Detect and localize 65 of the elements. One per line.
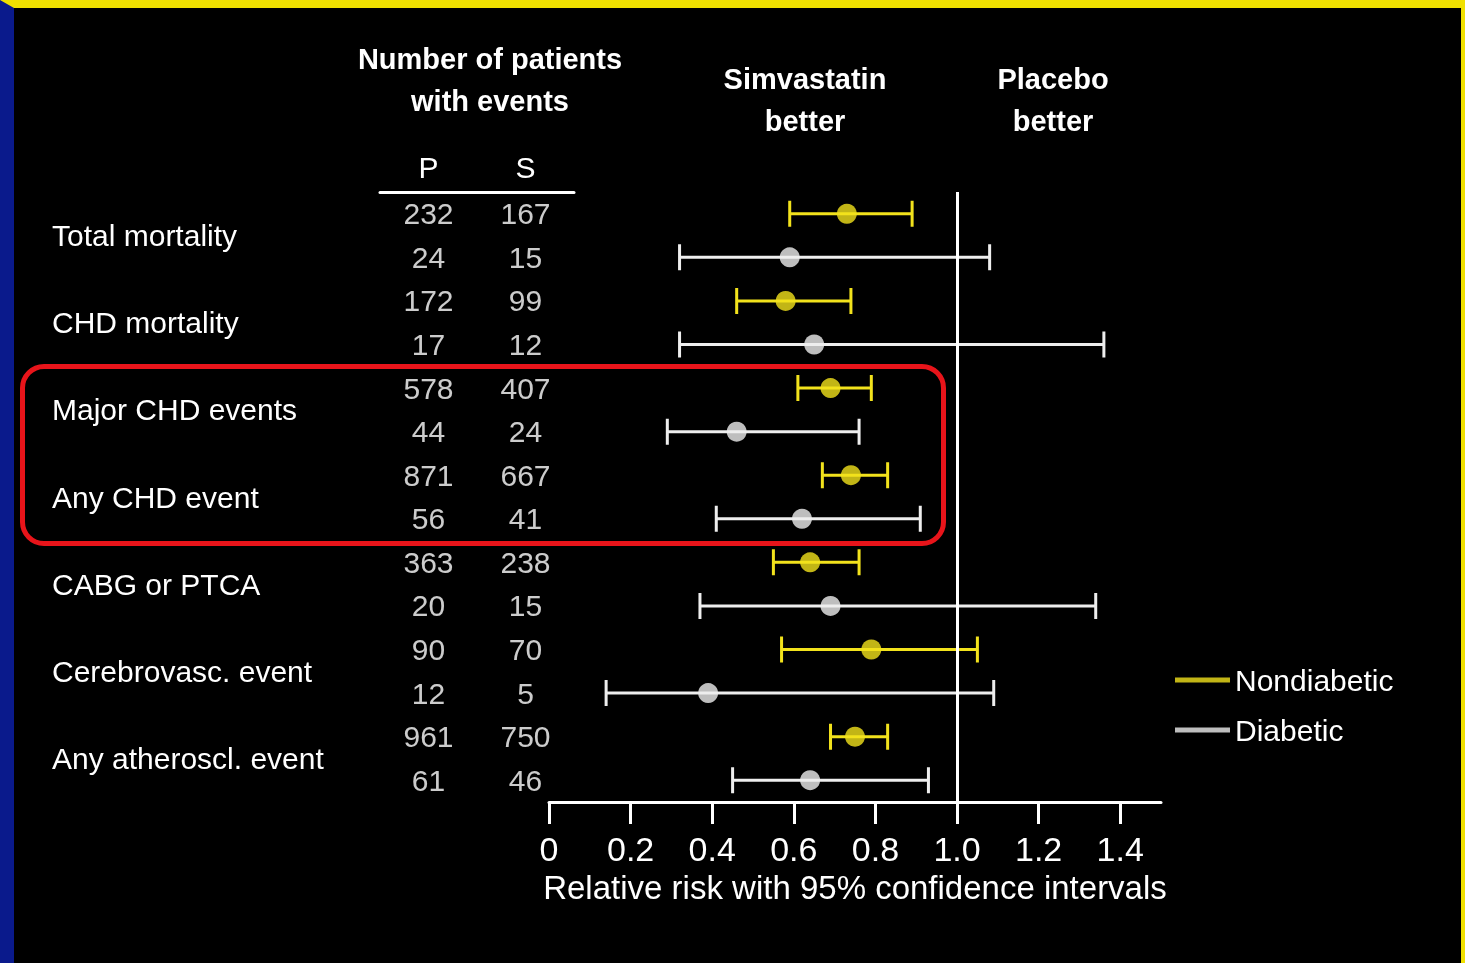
- point: [800, 770, 821, 791]
- text: Number of patients with events: [356, 42, 624, 119]
- data-label: 17: [411, 328, 446, 361]
- data-label: 871: [403, 458, 454, 492]
- x-tick-label: 1.0: [933, 830, 981, 868]
- data-label: 46: [508, 763, 543, 797]
- x-tick-label: 0.4: [688, 830, 736, 868]
- data-label: 24: [411, 240, 446, 274]
- category-label: CHD mortality: [52, 306, 239, 340]
- point: [845, 726, 865, 747]
- data-label: 172: [403, 284, 454, 318]
- data-label: 750: [500, 720, 551, 754]
- point: [820, 378, 841, 399]
- x-tick-label: 0.8: [851, 830, 900, 868]
- text: Placebo better: [997, 63, 1109, 137]
- data-label: 12: [411, 676, 446, 710]
- data-label: 363: [403, 545, 454, 579]
- data-label: 61: [411, 763, 446, 797]
- text: Simvastatin better: [723, 63, 887, 137]
- data-label: 15: [508, 589, 543, 623]
- point: [779, 247, 800, 268]
- point: [840, 465, 861, 486]
- point: [775, 290, 796, 311]
- legend-label: P: [418, 150, 439, 184]
- point: [820, 595, 841, 616]
- point: [726, 421, 747, 442]
- point: [800, 552, 821, 573]
- point: [861, 639, 882, 660]
- point: [804, 334, 825, 355]
- category-label: Major CHD events: [52, 393, 298, 427]
- data-label: 41: [508, 502, 543, 536]
- data-label: 238: [500, 545, 551, 579]
- data-label: 90: [411, 633, 446, 666]
- data-label: 167: [500, 197, 551, 231]
- data-label: 20: [411, 589, 446, 623]
- data-label: 44: [411, 415, 446, 449]
- x-axis-title: Relative risk with 95% confidence intervals: [543, 868, 1167, 906]
- data-label: 70: [508, 633, 543, 666]
- data-label: 407: [500, 371, 551, 405]
- category-label: Cerebrovasc. event: [52, 654, 313, 688]
- point: [698, 683, 719, 704]
- category-label: CABG or PTCA: [52, 567, 261, 601]
- data-label: 15: [508, 240, 543, 274]
- category-label: Any atheroscl. event: [52, 741, 325, 775]
- x-tick-label: 1.2: [1014, 830, 1063, 868]
- x-tick-label: 0.2: [606, 830, 655, 868]
- data-label: 24: [508, 415, 543, 449]
- category-label: Any CHD event: [52, 480, 260, 514]
- point: [836, 203, 857, 224]
- data-label: 667: [500, 458, 551, 492]
- data-label: 232: [403, 197, 454, 231]
- data-label: 56: [411, 502, 446, 536]
- data-label: 961: [403, 720, 454, 754]
- point: [791, 508, 812, 529]
- data-label: 5: [517, 676, 534, 710]
- x-tick-label: 0.6: [770, 830, 818, 868]
- legend-label: Diabetic: [1235, 713, 1344, 747]
- legend-label: Nondiabetic: [1235, 663, 1394, 697]
- legend-label: S: [515, 150, 536, 184]
- x-tick-label: 1.4: [1096, 830, 1144, 868]
- category-label: Total mortality: [52, 219, 238, 253]
- data-label: 99: [508, 284, 543, 318]
- x-tick-label: 0: [539, 830, 559, 868]
- data-label: 578: [403, 371, 454, 405]
- data-label: 12: [508, 328, 543, 361]
